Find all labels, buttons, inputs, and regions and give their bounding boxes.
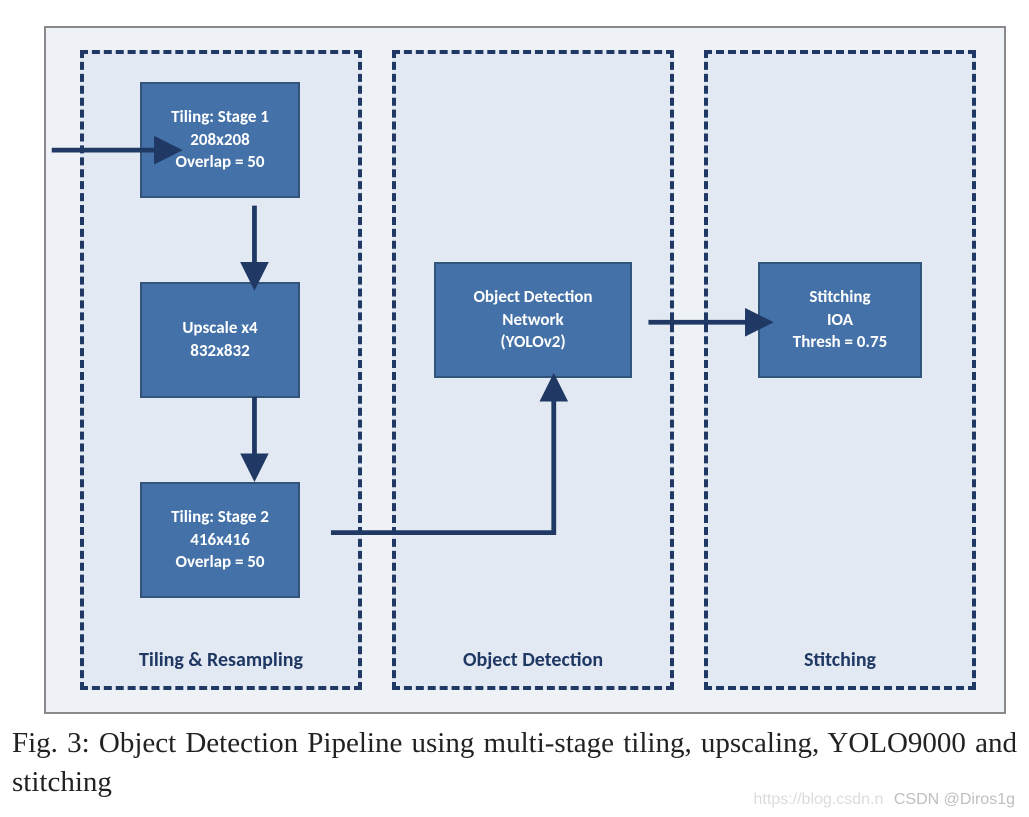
watermark-text: CSDN @Diros1g — [894, 791, 1015, 808]
node-tiling2-line1: Tiling: Stage 2 — [171, 506, 269, 529]
node-stitching: Stitching IOA Thresh = 0.75 — [758, 262, 922, 378]
node-tiling2-line2: 416x416 — [190, 529, 250, 552]
panel-tiling-label: Tiling & Resampling — [84, 648, 358, 672]
node-yolo: Object Detection Network (YOLOv2) — [434, 262, 632, 378]
node-yolo-line3: (YOLOv2) — [500, 331, 565, 354]
diagram-outer-frame: Tiling & Resampling Object Detection Sti… — [44, 26, 1006, 714]
node-upscale-line1: Upscale x4 — [182, 317, 257, 340]
figure-wrap: Tiling & Resampling Object Detection Sti… — [0, 0, 1029, 817]
node-tiling-stage-2: Tiling: Stage 2 416x416 Overlap = 50 — [140, 482, 300, 598]
node-upscale-line2: 832x832 — [190, 340, 250, 363]
node-upscale: Upscale x4 832x832 — [140, 282, 300, 398]
node-tiling-stage-1: Tiling: Stage 1 208x208 Overlap = 50 — [140, 82, 300, 198]
panel-detection-label: Object Detection — [396, 648, 670, 672]
node-stitch-line1: Stitching — [809, 286, 870, 309]
node-tiling1-line3: Overlap = 50 — [175, 151, 264, 174]
watermark-faint: https://blog.csdn.n — [754, 791, 884, 808]
node-tiling2-line3: Overlap = 50 — [175, 551, 264, 574]
watermark: https://blog.csdn.n CSDN @Diros1g — [754, 791, 1015, 809]
node-tiling1-line2: 208x208 — [190, 129, 250, 152]
panel-stitching-label: Stitching — [708, 648, 972, 672]
node-yolo-line1: Object Detection — [473, 286, 592, 309]
node-yolo-line2: Network — [502, 309, 563, 332]
node-stitch-line2: IOA — [827, 309, 853, 332]
node-tiling1-line1: Tiling: Stage 1 — [171, 106, 269, 129]
node-stitch-line3: Thresh = 0.75 — [793, 331, 887, 354]
